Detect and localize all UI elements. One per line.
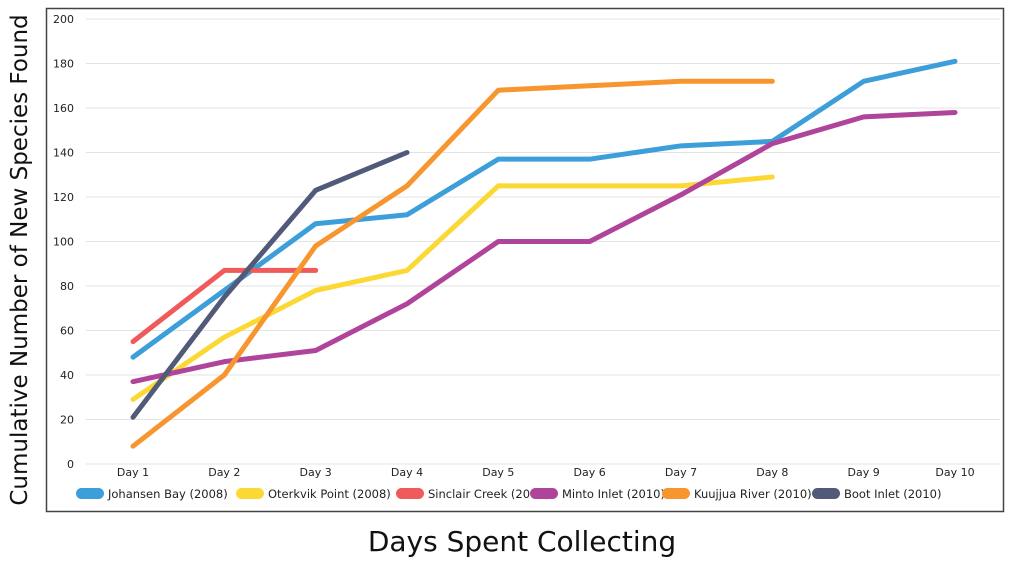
series-line-5 bbox=[130, 150, 410, 420]
y-tick-label: 40 bbox=[60, 369, 74, 382]
legend-label: Johansen Bay (2008) bbox=[107, 487, 228, 501]
x-axis-label: Days Spent Collecting bbox=[368, 525, 676, 558]
legend-label: Boot Inlet (2010) bbox=[844, 487, 941, 501]
series-line-0 bbox=[130, 58, 958, 360]
legend-label: Kuujjua River (2010) bbox=[694, 487, 812, 501]
legend-swatch bbox=[396, 488, 424, 499]
legend-item[interactable]: Johansen Bay (2008) bbox=[76, 487, 228, 501]
y-axis-label: Cumulative Number of New Species Found bbox=[7, 14, 33, 505]
x-tick-label: Day 6 bbox=[574, 466, 606, 479]
series-line-3 bbox=[130, 109, 958, 385]
x-tick-label: Day 8 bbox=[756, 466, 788, 479]
y-tick-label: 0 bbox=[67, 458, 74, 471]
x-tick-label: Day 10 bbox=[935, 466, 974, 479]
legend-item[interactable]: Oterkvik Point (2008) bbox=[236, 487, 391, 501]
y-tick-label: 200 bbox=[53, 13, 74, 26]
y-tick-label: 100 bbox=[53, 236, 74, 249]
legend-swatch bbox=[530, 488, 558, 499]
x-tick-label: Day 1 bbox=[117, 466, 149, 479]
x-tick-label: Day 3 bbox=[300, 466, 332, 479]
y-tick-label: 140 bbox=[53, 147, 74, 160]
y-tick-label: 180 bbox=[53, 58, 74, 71]
legend-swatch bbox=[812, 488, 840, 499]
legend-swatch bbox=[236, 488, 264, 499]
y-tick-label: 60 bbox=[60, 325, 74, 338]
x-tick-label: Day 9 bbox=[848, 466, 880, 479]
legend-label: Sinclair Creek (2008) bbox=[428, 487, 549, 501]
legend-item[interactable]: Minto Inlet (2010) bbox=[530, 487, 665, 501]
y-tick-label: 160 bbox=[53, 102, 74, 115]
x-tick-label: Day 4 bbox=[391, 466, 423, 479]
legend-label: Minto Inlet (2010) bbox=[562, 487, 665, 501]
legend-swatch bbox=[76, 488, 104, 499]
y-tick-label: 120 bbox=[53, 191, 74, 204]
legend-item[interactable]: Boot Inlet (2010) bbox=[812, 487, 941, 501]
x-tick-label: Day 7 bbox=[665, 466, 697, 479]
series-line-1 bbox=[130, 174, 775, 402]
series-line-4 bbox=[130, 78, 775, 449]
legend-label: Oterkvik Point (2008) bbox=[268, 487, 391, 501]
y-tick-label: 80 bbox=[60, 280, 74, 293]
x-tick-label: Day 5 bbox=[482, 466, 514, 479]
x-tick-label: Day 2 bbox=[208, 466, 240, 479]
legend-item[interactable]: Kuujjua River (2010) bbox=[662, 487, 812, 501]
y-tick-label: 20 bbox=[60, 414, 74, 427]
legend-swatch bbox=[662, 488, 690, 499]
series-line-2 bbox=[130, 267, 319, 345]
legend-item[interactable]: Sinclair Creek (2008) bbox=[396, 487, 549, 501]
